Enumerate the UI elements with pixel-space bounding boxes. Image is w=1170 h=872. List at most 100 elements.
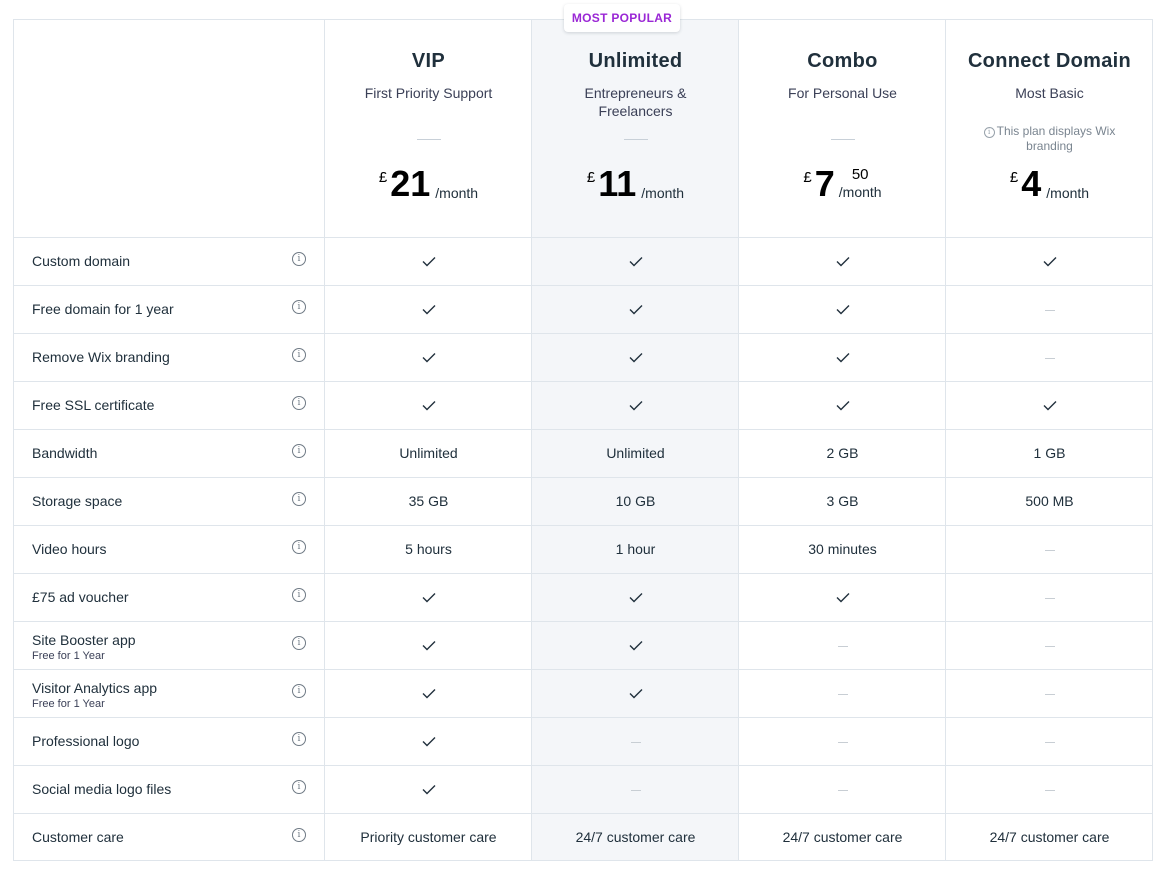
dash-icon	[739, 781, 946, 797]
check-icon	[532, 684, 739, 700]
feature-info-button[interactable]: i	[292, 636, 306, 650]
dash-icon	[739, 637, 946, 653]
dash-icon	[946, 733, 1153, 749]
plan-header: Unlimited Entrepreneurs & Freelancers £11/…	[532, 20, 739, 237]
info-icon: i	[292, 636, 306, 650]
check-icon	[739, 396, 946, 412]
check-icon	[532, 588, 739, 604]
check-icon	[532, 396, 739, 412]
check-icon	[739, 348, 946, 364]
feature-name: Bandwidth	[32, 445, 98, 461]
price-period: /month	[641, 185, 685, 201]
feature-info-button[interactable]: i	[292, 444, 306, 458]
plan-header: Combo For Personal Use £7 50/month	[739, 20, 946, 237]
feature-label: Customer care	[32, 829, 124, 845]
row-divider	[14, 717, 1152, 718]
check-icon	[325, 780, 532, 796]
feature-name: Custom domain	[32, 253, 131, 269]
price-amount: 7	[814, 163, 835, 204]
feature-value: 10 GB	[615, 493, 656, 509]
row-divider	[14, 765, 1152, 766]
feature-label: Free SSL certificate	[32, 397, 154, 413]
check-icon	[739, 252, 946, 268]
price-currency: £	[586, 169, 596, 186]
info-icon: i	[292, 588, 306, 602]
plan-note-text: This plan displays Wix branding	[996, 124, 1116, 153]
feature-info-button[interactable]: i	[292, 588, 306, 602]
column-divider	[945, 20, 946, 860]
dash-icon	[532, 733, 739, 749]
check-icon	[325, 348, 532, 364]
dash-icon	[946, 685, 1153, 701]
check-icon	[325, 588, 532, 604]
dash-icon	[946, 589, 1153, 605]
dash-icon	[946, 301, 1153, 317]
feature-sublabel: Free for 1 Year	[32, 650, 105, 662]
feature-name: Social media logo files	[32, 781, 172, 797]
row-divider	[14, 669, 1152, 670]
dash-icon	[946, 541, 1153, 557]
feature-label: Professional logo	[32, 733, 139, 749]
plan-price: £7 50/month	[739, 164, 946, 204]
feature-info-button[interactable]: i	[292, 492, 306, 506]
price-currency: £	[1009, 169, 1019, 186]
info-icon: i	[292, 540, 306, 554]
plan-name: VIP	[411, 50, 446, 72]
column-divider	[738, 20, 739, 860]
feature-info-button[interactable]: i	[292, 348, 306, 362]
info-icon: i	[292, 780, 306, 794]
feature-info-button[interactable]: i	[292, 780, 306, 794]
plan-price: £11/month	[532, 164, 739, 204]
info-icon: i	[983, 127, 995, 138]
row-divider	[14, 573, 1152, 574]
plan-header: VIP First Priority Support £21/month	[325, 20, 532, 237]
feature-info-button[interactable]: i	[292, 252, 306, 266]
plan-divider	[831, 139, 855, 140]
feature-info-button[interactable]: i	[292, 300, 306, 314]
row-divider	[14, 381, 1152, 382]
check-icon	[325, 732, 532, 748]
feature-value: 5 hours	[405, 541, 452, 557]
feature-value: 2 GB	[826, 445, 859, 461]
column-divider	[531, 20, 532, 860]
most-popular-badge: MOST POPULAR	[564, 4, 680, 32]
feature-label: Remove Wix branding	[32, 349, 170, 365]
info-icon: i	[292, 492, 306, 506]
row-divider	[14, 477, 1152, 478]
plan-header: Connect Domain Most Basic i This plan displ…	[946, 20, 1153, 237]
check-icon	[325, 252, 532, 268]
row-divider	[14, 333, 1152, 334]
price-amount: 11	[598, 163, 637, 204]
plan-subtitle: For Personal Use	[788, 85, 897, 101]
feature-label: Site Booster app Free for 1 Year	[32, 632, 136, 662]
info-icon: i	[292, 252, 306, 266]
highlighted-column	[532, 20, 739, 860]
plan-divider	[624, 139, 648, 140]
feature-info-button[interactable]: i	[292, 396, 306, 410]
check-icon	[325, 300, 532, 316]
plan-divider	[417, 139, 441, 140]
plan-price: £4/month	[946, 164, 1153, 204]
plan-subtitle: Most Basic	[1015, 85, 1084, 101]
check-icon	[946, 396, 1153, 412]
feature-name: Professional logo	[32, 733, 140, 749]
check-icon	[325, 684, 532, 700]
feature-info-button[interactable]: i	[292, 540, 306, 554]
feature-name: Free SSL certificate	[32, 397, 155, 413]
pricing-comparison-table: VIP First Priority Support £21/month Unlimi…	[13, 19, 1153, 861]
plan-name: Unlimited	[588, 50, 683, 72]
feature-name: £75 ad voucher	[32, 589, 129, 605]
feature-value: Priority customer care	[360, 829, 497, 845]
row-divider	[14, 621, 1152, 622]
feature-info-button[interactable]: i	[292, 732, 306, 746]
dash-icon	[946, 349, 1153, 365]
info-icon: i	[292, 348, 306, 362]
check-icon	[946, 252, 1153, 268]
feature-name: Visitor Analytics app	[32, 680, 158, 696]
feature-info-button[interactable]: i	[292, 684, 306, 698]
info-icon: i	[292, 684, 306, 698]
feature-value: 3 GB	[826, 493, 859, 509]
column-divider	[324, 20, 325, 860]
feature-info-button[interactable]: i	[292, 828, 306, 842]
feature-value: 30 minutes	[808, 541, 877, 557]
